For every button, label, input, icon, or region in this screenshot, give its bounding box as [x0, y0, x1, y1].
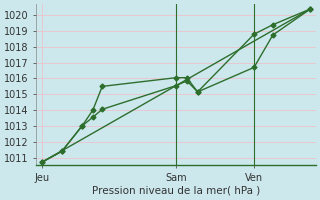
X-axis label: Pression niveau de la mer( hPa ): Pression niveau de la mer( hPa )	[92, 186, 260, 196]
